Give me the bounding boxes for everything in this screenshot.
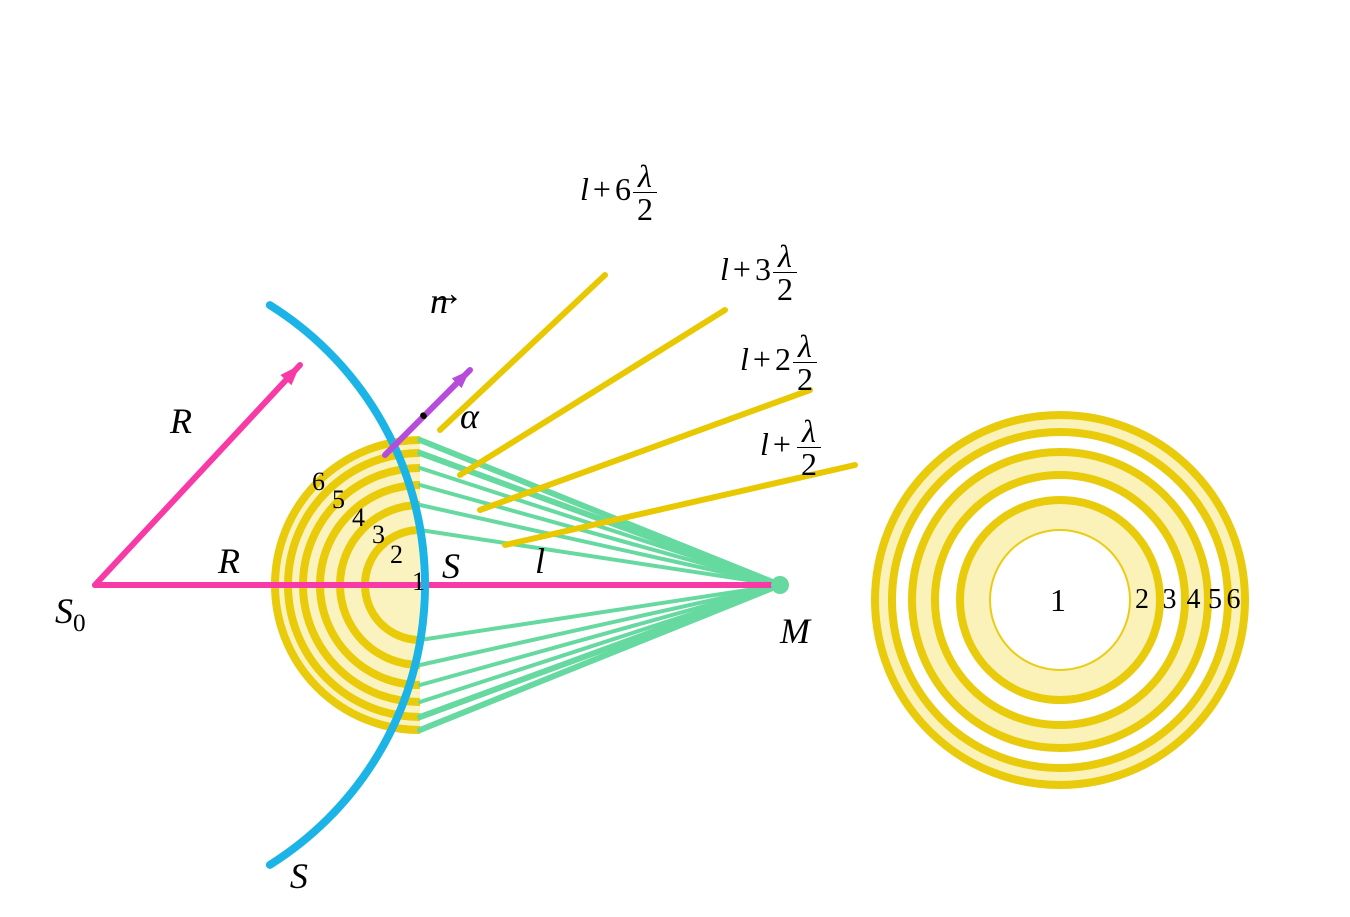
label-l: l bbox=[535, 541, 545, 581]
label-R-mid: R bbox=[218, 541, 240, 581]
lpath-l2-l: l bbox=[740, 341, 749, 377]
lpath-l6-lam: λ bbox=[633, 160, 657, 193]
zone-num-left-5: 5 bbox=[332, 485, 345, 515]
label-S0-sym: S bbox=[55, 591, 73, 631]
lpath-l3-l: l bbox=[720, 251, 729, 287]
ring-num-6: 6 bbox=[1227, 584, 1241, 616]
zone-num-left-4: 4 bbox=[352, 503, 365, 533]
label-M: M bbox=[780, 611, 810, 651]
lpath-l1-lam: λ bbox=[797, 415, 821, 448]
lpath-l1-l: l bbox=[760, 426, 769, 462]
ring-num-1: 1 bbox=[1050, 582, 1066, 619]
lpath-l2-lam: λ bbox=[793, 330, 817, 363]
lpath-l2-den: 2 bbox=[793, 363, 817, 395]
zone-num-left-1: 1 bbox=[412, 567, 425, 597]
lpath-l3-den: 2 bbox=[773, 273, 797, 305]
zone-num-left-6: 6 bbox=[312, 467, 325, 497]
label-R-top: R bbox=[170, 401, 192, 441]
lpath-l3-coef: 3 bbox=[755, 251, 771, 287]
label-S-apex: S bbox=[442, 546, 460, 586]
label-S-bottom: S bbox=[290, 856, 308, 896]
lpath-l6-coef: 6 bbox=[615, 171, 631, 207]
lpath-l6-den: 2 bbox=[633, 193, 657, 225]
zone-num-left-3: 3 bbox=[372, 520, 385, 550]
ring-num-5: 5 bbox=[1208, 584, 1222, 616]
label-alpha: α bbox=[460, 396, 479, 436]
ring-num-3: 3 bbox=[1163, 584, 1177, 616]
label-S0-sub: 0 bbox=[73, 610, 86, 637]
lpath-l3-lam: λ bbox=[773, 240, 797, 273]
zone-num-left-2: 2 bbox=[390, 540, 403, 570]
lpath-l2-coef: 2 bbox=[775, 341, 791, 377]
lpath-l6-l: l bbox=[580, 171, 589, 207]
ring-num-2: 2 bbox=[1135, 584, 1149, 616]
ring-num-4: 4 bbox=[1187, 584, 1201, 616]
lpath-l1-den: 2 bbox=[797, 448, 821, 480]
